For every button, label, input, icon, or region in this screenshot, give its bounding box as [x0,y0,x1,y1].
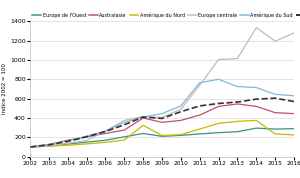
Australasie [47,143,51,146]
Australasie [66,139,70,141]
Australasie [198,114,202,116]
Europe de l'Ouest [160,135,164,137]
Australasie [28,146,32,148]
Australasie [160,121,164,123]
Y-axis label: Indice 2002 = 100: Indice 2002 = 100 [2,64,8,114]
Australasie [179,119,183,121]
Australasie [141,117,145,119]
Amérique du Sud [47,143,51,145]
Europe centrale [273,40,277,42]
Australasie [254,105,258,108]
Moyenne mondiale [141,116,145,118]
Moyenne mondiale [179,111,183,113]
Moyenne mondiale [85,136,88,138]
Europe de l'Ouest [217,132,220,134]
Europe centrale [236,57,239,60]
Amérique du Sud [273,93,277,95]
Amérique du Sud [292,95,296,97]
Amérique du Nord [292,134,296,136]
Amérique du Nord [66,144,70,146]
Amérique du Nord [198,128,202,130]
Europe centrale [292,32,296,34]
Amérique du Sud [28,146,32,148]
Amérique du Sud [66,140,70,142]
Line: Europe centrale: Europe centrale [30,28,294,147]
Europe de l'Ouest [47,145,51,147]
Europe centrale [179,108,183,110]
Moyenne mondiale [47,144,51,146]
Europe centrale [217,58,220,61]
Line: Amérique du Sud: Amérique du Sud [30,79,294,147]
Amérique du Sud [217,78,220,80]
Australasie [273,112,277,114]
Amérique du Sud [179,105,183,107]
Amérique du Sud [103,130,107,132]
Europe de l'Ouest [103,139,107,141]
Amérique du Nord [179,134,183,136]
Moyenne mondiale [236,101,239,103]
Moyenne mondiale [273,97,277,99]
Amérique du Nord [47,145,51,147]
Amérique du Nord [254,119,258,121]
Australasie [122,129,126,131]
Amérique du Nord [122,139,126,141]
Europe de l'Ouest [85,141,88,143]
Line: Europe de l'Ouest: Europe de l'Ouest [30,128,294,147]
Amérique du Nord [217,122,220,124]
Moyenne mondiale [292,101,296,103]
Europe de l'Ouest [28,146,32,148]
Europe centrale [47,145,51,147]
Amérique du Nord [141,124,145,126]
Moyenne mondiale [28,146,32,148]
Line: Moyenne mondiale: Moyenne mondiale [30,98,294,147]
Australasie [85,136,88,138]
Moyenne mondiale [122,124,126,126]
Europe de l'Ouest [141,132,145,135]
Europe de l'Ouest [273,128,277,130]
Amérique du Sud [122,121,126,123]
Australasie [292,112,296,115]
Moyenne mondiale [217,102,220,104]
Line: Australasie: Australasie [30,104,294,147]
Europe de l'Ouest [254,127,258,129]
Amérique du Sud [85,135,88,137]
Europe centrale [141,116,145,118]
Legend: Europe de l'Ouest, Australasie, Amérique du Nord, Europe centrale, Amérique du S: Europe de l'Ouest, Australasie, Amérique… [32,12,300,18]
Moyenne mondiale [198,105,202,107]
Australasie [236,103,239,105]
Europe centrale [85,139,88,142]
Amérique du Nord [103,141,107,143]
Amérique du Sud [198,82,202,84]
Europe centrale [122,119,126,121]
Moyenne mondiale [254,98,258,100]
Moyenne mondiale [160,117,164,120]
Amérique du Sud [141,116,145,118]
Europe centrale [66,142,70,144]
Amérique du Nord [85,143,88,145]
Europe de l'Ouest [198,133,202,135]
Line: Amérique du Nord: Amérique du Nord [30,120,294,147]
Amérique du Sud [160,112,164,115]
Europe de l'Ouest [122,136,126,138]
Europe centrale [254,27,258,29]
Europe de l'Ouest [236,131,239,133]
Europe centrale [160,116,164,119]
Amérique du Sud [236,85,239,88]
Amérique du Nord [273,133,277,135]
Europe centrale [28,146,32,148]
Australasie [217,105,220,108]
Europe centrale [198,84,202,86]
Europe de l'Ouest [66,143,70,145]
Amérique du Nord [160,135,164,137]
Moyenne mondiale [66,140,70,142]
Europe de l'Ouest [179,134,183,137]
Amérique du Nord [28,146,32,148]
Amérique du Sud [254,87,258,89]
Amérique du Nord [236,120,239,122]
Moyenne mondiale [103,130,107,133]
Australasie [103,132,107,135]
Europe centrale [103,130,107,132]
Europe de l'Ouest [292,128,296,130]
